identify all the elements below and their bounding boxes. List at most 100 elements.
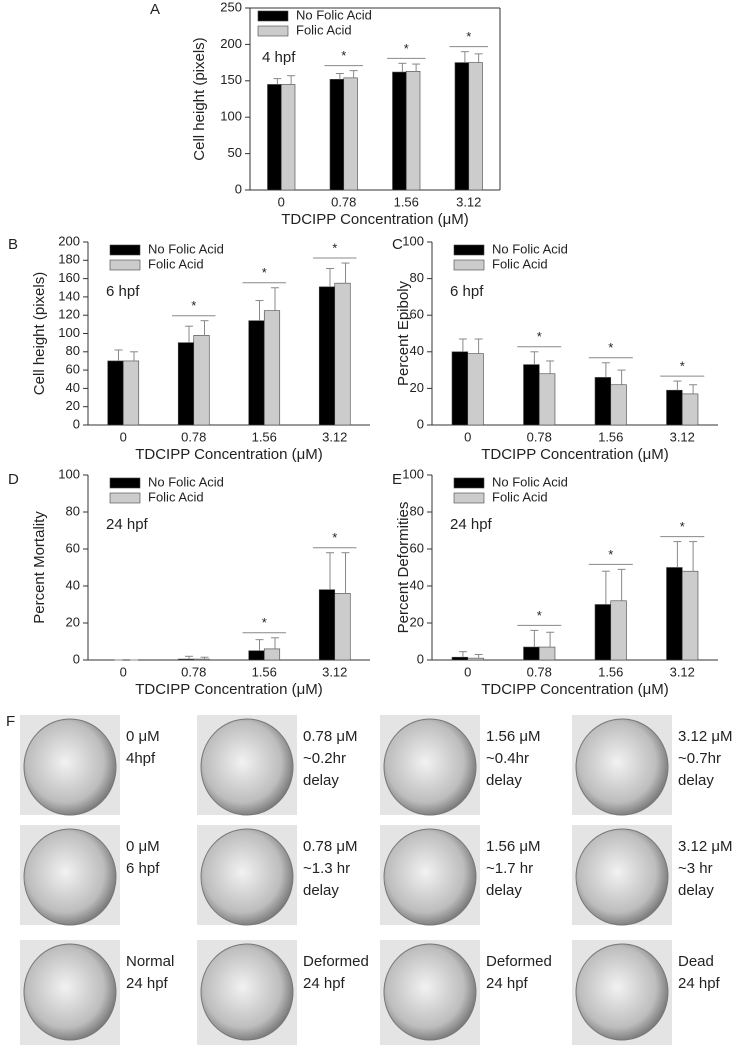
embryo: [200, 718, 294, 816]
photo-caption: Normal: [126, 953, 174, 970]
y-tick-label: 150: [220, 72, 242, 87]
y-tick-label: 20: [410, 380, 424, 395]
bar: [193, 658, 210, 661]
embryo: [575, 828, 669, 926]
significance: *: [680, 519, 685, 534]
photo-caption: 0.78 μM: [303, 838, 358, 855]
legend-label: No Folic Acid: [148, 241, 224, 256]
y-tick-label: 0: [73, 416, 80, 431]
y-tick-label: 80: [410, 270, 424, 285]
significance: *: [537, 608, 542, 623]
legend-swatch: [109, 244, 141, 256]
bar: [594, 377, 612, 426]
y-axis-label: Cell height (pixels): [191, 37, 208, 160]
panel-label: D: [8, 471, 19, 488]
significance: *: [608, 547, 613, 562]
significance: *: [262, 615, 267, 630]
annotation: 4 hpf: [262, 49, 296, 66]
legend-swatch: [453, 477, 485, 489]
y-tick-label: 40: [410, 343, 424, 358]
bar: [666, 567, 683, 661]
y-tick-label: 60: [66, 362, 80, 377]
bar: [681, 570, 699, 661]
legend-label: No Folic Acid: [492, 241, 568, 256]
bar: [177, 658, 195, 661]
bar: [248, 320, 265, 426]
y-tick-label: 250: [220, 0, 242, 14]
y-tick-label: 20: [66, 614, 80, 629]
y-tick-label: 40: [66, 577, 80, 592]
panel-label: A: [150, 1, 160, 18]
photo-caption: ~0.4hr: [486, 750, 529, 767]
legend-swatch: [109, 259, 141, 271]
x-tick-label: 0: [120, 429, 127, 444]
legend-label: Folic Acid: [296, 22, 352, 37]
legend-label: Folic Acid: [148, 256, 204, 271]
y-tick-label: 100: [220, 109, 242, 124]
y-tick-label: 60: [66, 540, 80, 555]
legend-label: Folic Acid: [492, 489, 548, 504]
bar: [451, 351, 469, 426]
y-tick-label: 100: [402, 466, 424, 481]
embryo: [200, 943, 294, 1041]
bar: [468, 62, 483, 191]
x-tick-label: 0.78: [527, 664, 552, 679]
embryo: [23, 718, 117, 816]
y-tick-label: 200: [220, 36, 242, 51]
x-tick-label: 1.56: [394, 194, 419, 209]
bar: [122, 360, 140, 426]
x-axis-label: TDCIPP Concentration (μM): [281, 211, 469, 228]
y-tick-label: 100: [402, 233, 424, 248]
y-tick-label: 60: [410, 540, 424, 555]
panel-label: E: [392, 471, 402, 488]
significance: *: [332, 530, 337, 545]
y-tick-label: 50: [228, 145, 242, 160]
embryo: [200, 828, 294, 926]
legend-label: No Folic Acid: [148, 474, 224, 489]
x-axis-label: TDCIPP Concentration (μM): [481, 681, 669, 698]
bar: [610, 600, 627, 661]
x-tick-label: 0.78: [331, 194, 356, 209]
significance: *: [537, 329, 542, 344]
y-tick-label: 160: [58, 270, 80, 285]
significance: *: [332, 240, 337, 255]
x-tick-label: 0.78: [527, 429, 552, 444]
x-tick-label: 1.56: [598, 664, 623, 679]
photo-caption: 24 hpf: [678, 975, 721, 992]
annotation: 6 hpf: [106, 283, 140, 300]
bar: [594, 604, 612, 661]
legend-label: Folic Acid: [492, 256, 548, 271]
x-tick-label: 0: [464, 429, 471, 444]
significance: *: [191, 298, 196, 313]
legend-label: No Folic Acid: [492, 474, 568, 489]
x-tick-label: 0: [464, 664, 471, 679]
bar: [523, 364, 540, 426]
photo-caption: Deformed: [486, 953, 552, 970]
photo-caption: 1.56 μM: [486, 838, 541, 855]
legend-swatch: [257, 10, 289, 22]
photo-caption: 4hpf: [126, 750, 156, 767]
x-tick-label: 0: [120, 664, 127, 679]
x-tick-label: 3.12: [670, 664, 695, 679]
x-tick-label: 0: [278, 194, 285, 209]
bar: [405, 71, 421, 191]
bar: [334, 282, 351, 426]
bar: [318, 286, 336, 426]
y-tick-label: 20: [410, 614, 424, 629]
significance: *: [466, 29, 471, 44]
y-tick-label: 100: [58, 325, 80, 340]
photo-caption: delay: [303, 882, 339, 899]
panel-label: B: [8, 236, 18, 253]
bar: [343, 77, 358, 191]
photo-caption: ~1.7 hr: [486, 860, 533, 877]
x-tick-label: 0.78: [181, 429, 206, 444]
y-tick-label: 200: [58, 233, 80, 248]
y-axis-label: Percent Epiboly: [395, 280, 412, 386]
photo-caption: Dead: [678, 953, 714, 970]
photo-caption: 24 hpf: [486, 975, 529, 992]
photo-caption: delay: [678, 772, 714, 789]
embryo: [383, 943, 477, 1041]
photo-caption: 24 hpf: [303, 975, 346, 992]
bar: [454, 62, 470, 191]
